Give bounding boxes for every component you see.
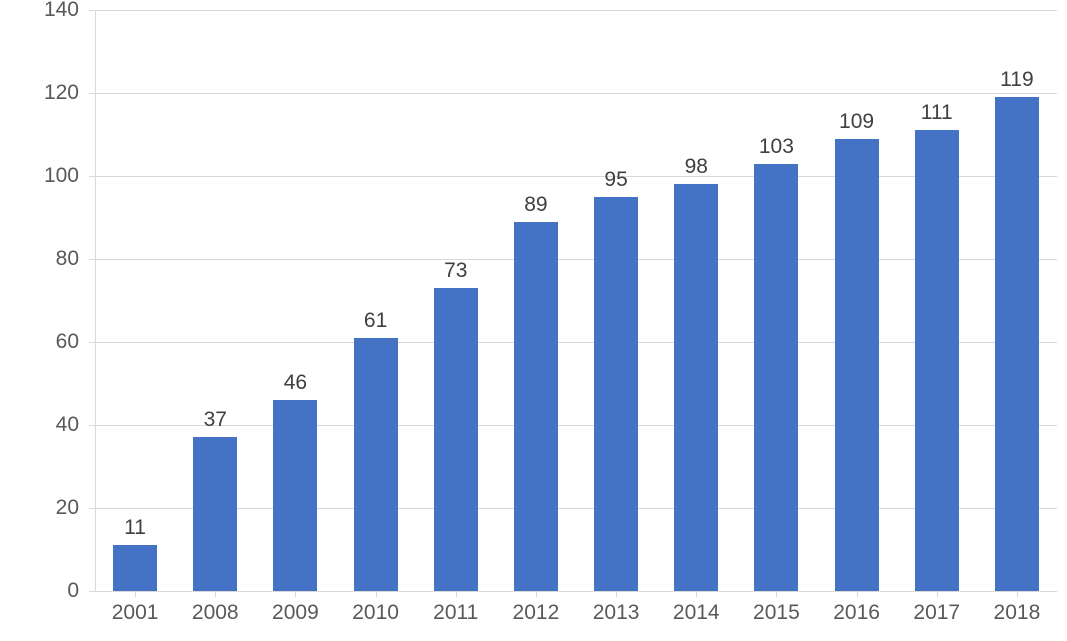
plot-area <box>95 10 1057 591</box>
bar-value-label: 11 <box>124 516 146 540</box>
y-tick-label: 20 <box>0 496 79 520</box>
bar-value-label: 98 <box>685 155 708 179</box>
bar-value-label: 109 <box>839 110 874 134</box>
gridline <box>95 93 1057 94</box>
y-tick-label: 60 <box>0 330 79 354</box>
x-tick-mark <box>1017 591 1018 597</box>
gridline <box>95 425 1057 426</box>
y-tick-label: 80 <box>0 247 79 271</box>
bar-value-label: 73 <box>444 259 467 283</box>
gridline <box>95 176 1057 177</box>
x-tick-label: 2017 <box>913 601 960 625</box>
bar <box>674 184 718 591</box>
x-tick-label: 2014 <box>673 601 720 625</box>
bar-value-label: 46 <box>284 371 307 395</box>
y-tick-mark <box>89 508 95 509</box>
x-tick-mark <box>456 591 457 597</box>
bar-value-label: 89 <box>524 193 547 217</box>
bar <box>354 338 398 591</box>
gridline <box>95 10 1057 11</box>
x-tick-label: 2018 <box>994 601 1041 625</box>
x-tick-mark <box>857 591 858 597</box>
x-tick-label: 2015 <box>753 601 800 625</box>
y-tick-label: 140 <box>0 0 79 22</box>
x-tick-mark <box>536 591 537 597</box>
x-tick-label: 2011 <box>433 601 478 625</box>
gridline <box>95 508 1057 509</box>
bar <box>995 97 1039 591</box>
y-tick-label: 0 <box>0 579 79 603</box>
x-tick-label: 2010 <box>352 601 399 625</box>
y-tick-mark <box>89 425 95 426</box>
x-tick-label: 2013 <box>593 601 640 625</box>
gridline <box>95 342 1057 343</box>
bar <box>754 164 798 591</box>
y-tick-mark <box>89 342 95 343</box>
x-tick-mark <box>376 591 377 597</box>
y-tick-mark <box>89 591 95 592</box>
y-tick-mark <box>89 10 95 11</box>
bar <box>113 545 157 591</box>
bar <box>273 400 317 591</box>
y-tick-mark <box>89 176 95 177</box>
bar-value-label: 119 <box>1000 68 1033 92</box>
y-tick-label: 40 <box>0 413 79 437</box>
x-tick-mark <box>215 591 216 597</box>
y-tick-label: 120 <box>0 81 79 105</box>
x-tick-mark <box>295 591 296 597</box>
bar-value-label: 37 <box>204 408 227 432</box>
x-tick-label: 2008 <box>192 601 239 625</box>
bar <box>594 197 638 591</box>
x-tick-mark <box>696 591 697 597</box>
bar-value-label: 103 <box>759 135 794 159</box>
bar <box>193 437 237 591</box>
x-tick-label: 2001 <box>112 601 159 625</box>
gridline <box>95 259 1057 260</box>
bar-value-label: 61 <box>364 309 387 333</box>
x-tick-mark <box>135 591 136 597</box>
x-tick-label: 2016 <box>833 601 880 625</box>
bar-value-label: 95 <box>604 168 627 192</box>
y-tick-mark <box>89 93 95 94</box>
bar <box>434 288 478 591</box>
bar <box>915 130 959 591</box>
y-axis-line <box>95 10 96 591</box>
x-tick-mark <box>776 591 777 597</box>
x-tick-mark <box>616 591 617 597</box>
x-tick-label: 2009 <box>272 601 319 625</box>
x-axis-line <box>95 591 1057 592</box>
bar <box>514 222 558 591</box>
y-tick-label: 100 <box>0 164 79 188</box>
x-tick-mark <box>937 591 938 597</box>
y-tick-mark <box>89 259 95 260</box>
bar <box>835 139 879 591</box>
bar-value-label: 111 <box>921 101 953 125</box>
bar-chart: 0 20 40 60 80 100 120 140 2001 11 2008 37 2009 46 2010… <box>0 0 1067 641</box>
x-tick-label: 2012 <box>513 601 560 625</box>
